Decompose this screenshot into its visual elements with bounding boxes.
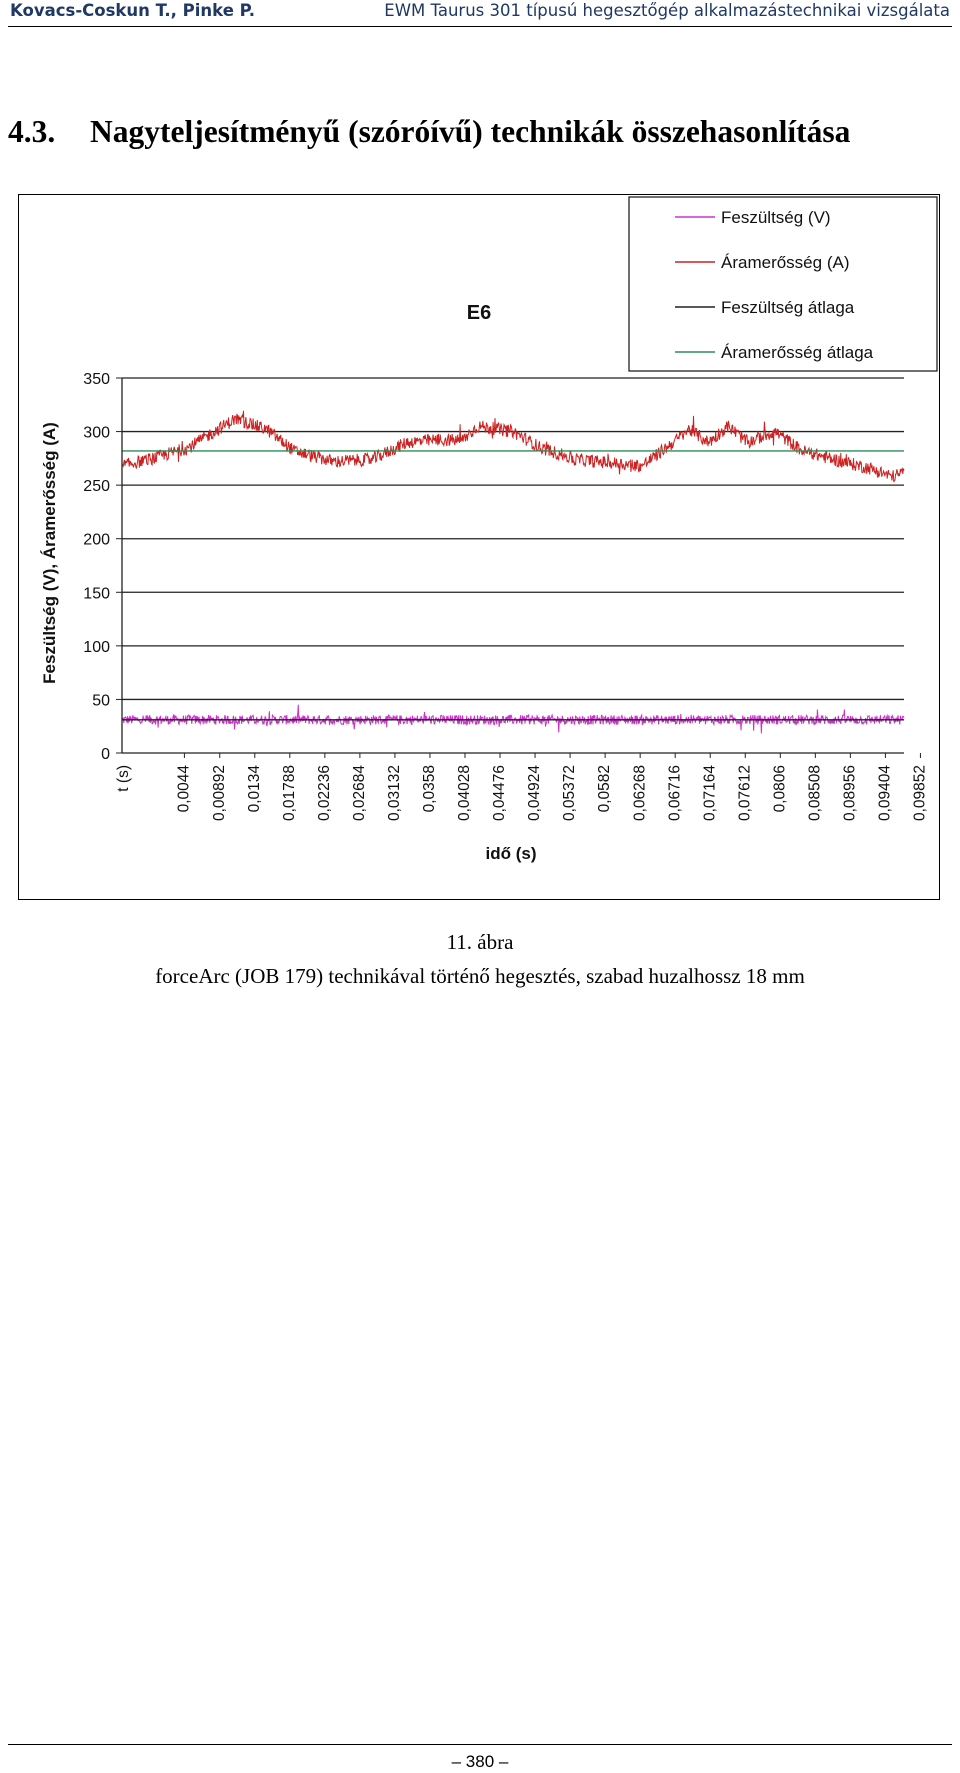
x-tick-label: 0,0134 — [246, 765, 263, 813]
x-tick-label: 0,08508 — [806, 765, 823, 821]
legend-layer: Feszültség (V) Áramerősség (A) Feszültség … — [623, 195, 939, 375]
x-tick-label: 0,03132 — [386, 765, 403, 821]
chart-xlabel: idő (s) — [486, 844, 537, 863]
header-authors: Kovacs-Coskun T., Pinke P. — [10, 1, 255, 20]
page-number: – 380 – — [451, 1752, 509, 1771]
axis-layer: 0 50 100 150 200 250 300 350 t (s) 0,0044 0,00892 0… — [83, 371, 928, 821]
header-title: EWM Taurus 301 típusú hegesztőgép alkalm… — [384, 1, 950, 20]
y-tick-label: 100 — [83, 639, 110, 656]
y-tick-label: 150 — [83, 585, 110, 602]
figure-caption: forceArc (JOB 179) technikával történő h… — [155, 964, 805, 988]
chart-title: E6 — [467, 302, 491, 324]
legend-box — [628, 196, 938, 372]
figure-frame: 0 50 100 150 200 250 300 350 t (s) 0,0044 0,00892 0… — [18, 194, 940, 900]
legend-label: Feszültség (V) — [721, 208, 831, 227]
figure-number: 11. ábra — [446, 930, 514, 954]
y-tick-label: 350 — [83, 371, 110, 388]
x-tick-label: 0,06716 — [666, 765, 683, 821]
x-tick-label: 0,09404 — [876, 765, 893, 821]
x-tick-label: 0,07164 — [701, 765, 718, 821]
x-category-label: t (s) — [115, 765, 132, 792]
chart: 0 50 100 150 200 250 300 350 t (s) 0,0044 0,00892 0… — [40, 195, 939, 863]
grid-layer — [122, 377, 904, 701]
x-tick-label: 0,07612 — [736, 765, 753, 821]
legend-label: Áramerősség (A) — [721, 253, 849, 272]
section-title-text: Nagyteljesítményű (szóróívű) technikák ö… — [90, 114, 851, 149]
x-tick-label: 0,01788 — [281, 765, 298, 821]
y-tick-label: 0 — [101, 746, 110, 763]
y-tick-label: 250 — [83, 478, 110, 495]
chart-ylabel: Feszültség (V), Áramerősség (A) — [40, 422, 59, 684]
series-line--ramer-ss-g-a- — [121, 410, 905, 483]
section-number: 4.3. — [8, 114, 56, 149]
x-tick-label: 0,08956 — [841, 765, 858, 821]
x-tick-label: 0,09852 — [911, 765, 928, 821]
x-tick-label: 0,0044 — [175, 765, 192, 813]
x-tick-label: 0,06268 — [631, 765, 648, 821]
footer-rule — [8, 1744, 952, 1745]
series-line-fesz-lts-g-v- — [121, 704, 905, 734]
x-tick-label: 0,0582 — [596, 765, 613, 812]
x-tick-label: 0,02684 — [351, 765, 368, 821]
x-tick-label: 0,04028 — [456, 765, 473, 821]
x-tick-label: 0,00892 — [211, 765, 228, 821]
y-tick-label: 300 — [83, 425, 110, 442]
section-title: 4.3. Nagyteljesítményű (szóróívű) technik… — [8, 114, 850, 150]
legend-label: Áramerősség átlaga — [721, 343, 874, 362]
running-head: Kovacs-Coskun T., Pinke P. EWM Taurus 30… — [8, 0, 952, 27]
x-tick-label: 0,04476 — [491, 765, 508, 821]
x-tick-label: 0,0806 — [771, 765, 788, 812]
x-tick-label: 0,02236 — [316, 765, 333, 821]
y-tick-label: 200 — [83, 532, 110, 549]
x-tick-label: 0,04924 — [526, 765, 543, 821]
x-tick-label: 0,05372 — [561, 765, 578, 821]
legend-label: Feszültség átlaga — [721, 298, 855, 317]
x-tick-label: 0,0358 — [421, 765, 438, 812]
series-layer — [121, 410, 905, 734]
y-tick-label: 50 — [92, 692, 110, 709]
